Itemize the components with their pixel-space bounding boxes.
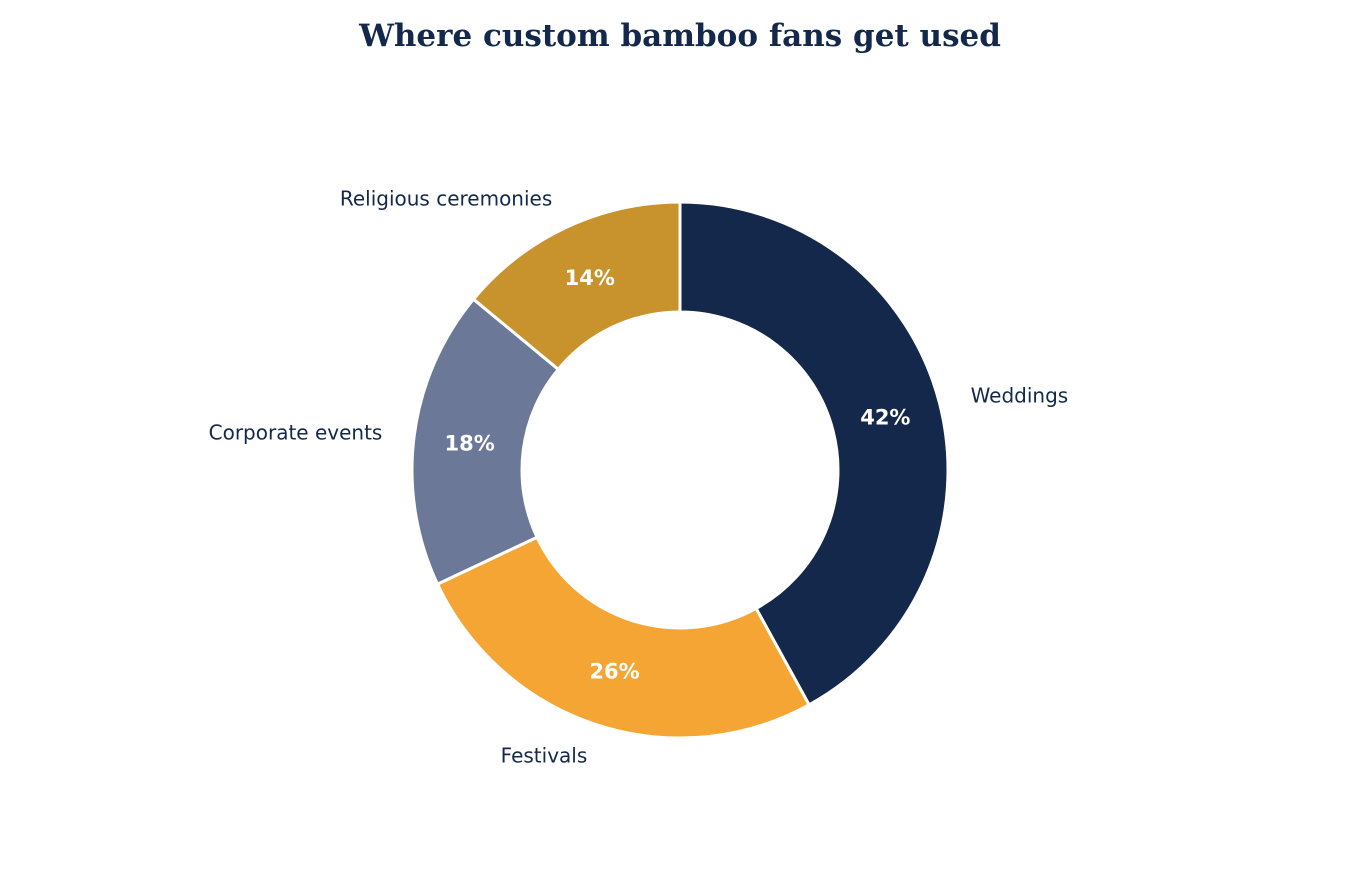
chart-title: Where custom bamboo fans get used xyxy=(359,18,1001,54)
value-label-corporate-events: 18% xyxy=(445,431,495,455)
slice-festivals[interactable] xyxy=(436,535,811,740)
category-label-weddings: Weddings xyxy=(971,383,1069,407)
category-label-religious-ceremonies: Religious ceremonies xyxy=(340,187,552,211)
value-labels: 42% 26% 18% 14% xyxy=(445,266,911,683)
category-labels: Weddings Festivals Corporate events Religio… xyxy=(209,187,1069,768)
slice-weddings[interactable] xyxy=(678,200,950,707)
category-label-festivals: Festivals xyxy=(501,743,588,767)
category-label-corporate-events: Corporate events xyxy=(209,420,383,444)
slice-corporate-events[interactable] xyxy=(410,297,560,586)
slice-religious-ceremonies[interactable] xyxy=(472,200,682,371)
slices xyxy=(410,200,950,740)
value-label-festivals: 26% xyxy=(589,660,639,684)
value-label-weddings: 42% xyxy=(860,405,910,429)
value-label-religious-ceremonies: 14% xyxy=(565,266,615,290)
